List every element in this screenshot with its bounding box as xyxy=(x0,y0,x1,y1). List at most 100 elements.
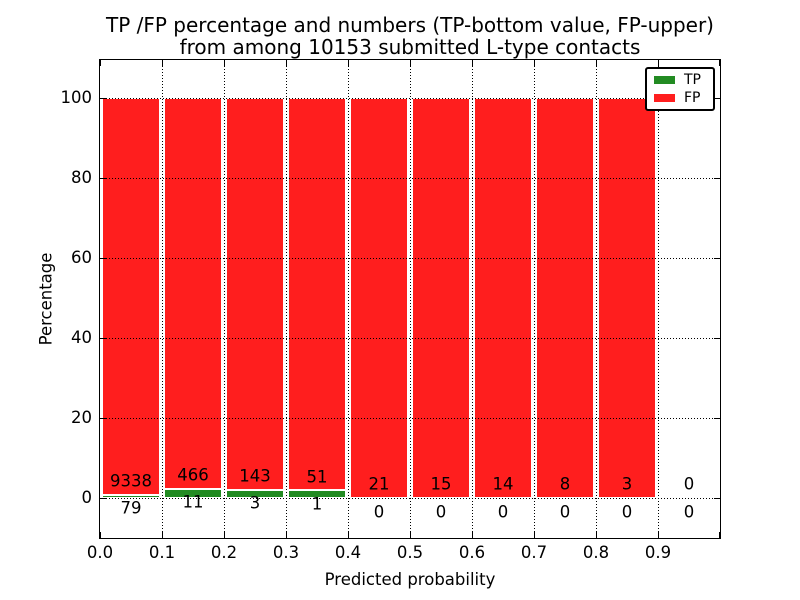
x-tick-mark-top xyxy=(100,60,101,66)
y-tick-mark xyxy=(100,98,106,99)
chart-title: TP /FP percentage and numbers (TP-bottom… xyxy=(100,14,720,58)
y-tick-mark-right xyxy=(714,418,720,419)
x-tick-mark-top xyxy=(658,60,659,66)
y-tick-label: 20 xyxy=(71,408,92,427)
fp-count-label: 21 xyxy=(368,474,390,494)
x-tick-mark xyxy=(719,532,720,538)
tp-count-label: 0 xyxy=(683,502,695,522)
x-tick-mark xyxy=(472,532,473,538)
fp-bar xyxy=(102,98,160,495)
tp-count-label: 79 xyxy=(120,498,142,518)
x-tick-label: 0.4 xyxy=(334,543,362,562)
y-tick-label: 100 xyxy=(60,88,93,107)
fp-bar xyxy=(412,98,470,498)
y-tick-label: 0 xyxy=(81,488,93,507)
vertical-gridline xyxy=(162,60,163,538)
y-tick-mark-right xyxy=(714,258,720,259)
y-tick-mark xyxy=(100,338,106,339)
vertical-gridline xyxy=(534,60,535,538)
chart-title-line2: from among 10153 submitted L-type contac… xyxy=(179,35,641,59)
fp-bar xyxy=(226,98,284,490)
fp-count-label: 51 xyxy=(306,467,328,487)
plot-area: TP FP 9338 79 466 11 143 3 51 1 21 0 15 0 14 0 8 0 3 0 0 0 xyxy=(99,59,721,539)
x-tick-mark xyxy=(162,532,163,538)
tp-count-label: 1 xyxy=(311,494,323,514)
vertical-gridline xyxy=(472,60,473,538)
vertical-gridline xyxy=(658,60,659,538)
tp-legend-swatch xyxy=(654,76,675,84)
y-tick-mark xyxy=(100,498,106,499)
vertical-gridline xyxy=(224,60,225,538)
x-tick-mark-top xyxy=(472,60,473,66)
fp-count-label: 143 xyxy=(239,466,271,486)
x-tick-label: 0.2 xyxy=(210,543,238,562)
legend: TP FP xyxy=(645,67,715,111)
fp-bar xyxy=(350,98,408,498)
fp-bar xyxy=(536,98,594,498)
x-tick-mark-top xyxy=(286,60,287,66)
vertical-gridline xyxy=(286,60,287,538)
y-tick-mark-right xyxy=(714,98,720,99)
y-tick-mark-right xyxy=(714,338,720,339)
x-tick-label: 0.0 xyxy=(86,543,114,562)
tp-bar xyxy=(288,490,346,498)
tp-count-label: 0 xyxy=(497,502,509,522)
fp-bar xyxy=(288,98,346,491)
x-tick-mark xyxy=(348,532,349,538)
chart-title-line1: TP /FP percentage and numbers (TP-bottom… xyxy=(106,13,714,37)
fp-bar xyxy=(474,98,532,498)
x-tick-label: 0.8 xyxy=(582,543,610,562)
legend-entry-fp: FP xyxy=(647,89,713,107)
x-tick-label: 0.3 xyxy=(272,543,300,562)
x-tick-mark-top xyxy=(534,60,535,66)
x-tick-mark-top xyxy=(410,60,411,66)
fp-count-label: 466 xyxy=(177,465,209,485)
tp-legend-label: TP xyxy=(684,72,701,88)
tp-count-label: 0 xyxy=(373,502,385,522)
fp-bar xyxy=(598,98,656,498)
x-tick-mark-top xyxy=(224,60,225,66)
x-tick-mark-top xyxy=(348,60,349,66)
x-tick-mark-top xyxy=(162,60,163,66)
fp-count-label: 15 xyxy=(430,474,452,494)
fp-count-label: 9338 xyxy=(110,471,152,491)
x-tick-mark-top xyxy=(596,60,597,66)
tp-count-label: 3 xyxy=(249,493,261,513)
vertical-gridline xyxy=(348,60,349,538)
y-tick-label: 40 xyxy=(71,328,92,347)
x-tick-label: 0.5 xyxy=(396,543,424,562)
y-tick-label: 80 xyxy=(71,168,92,187)
fp-legend-label: FP xyxy=(684,90,701,106)
x-axis-label: Predicted probability xyxy=(324,570,496,589)
fp-count-label: 8 xyxy=(559,474,571,494)
fp-count-label: 14 xyxy=(492,474,514,494)
x-tick-mark xyxy=(286,532,287,538)
tp-bar xyxy=(102,494,160,498)
x-tick-mark xyxy=(410,532,411,538)
tp-bar xyxy=(226,489,284,498)
x-tick-mark xyxy=(658,532,659,538)
tp-count-label: 0 xyxy=(559,502,571,522)
tp-count-label: 0 xyxy=(621,502,633,522)
tp-count-label: 11 xyxy=(182,492,204,512)
vertical-gridline xyxy=(410,60,411,538)
y-tick-mark xyxy=(100,258,106,259)
y-tick-label: 60 xyxy=(71,248,92,267)
tp-count-label: 0 xyxy=(435,502,447,522)
x-tick-label: 0.1 xyxy=(148,543,176,562)
fp-count-label: 3 xyxy=(621,474,633,494)
y-tick-mark-right xyxy=(714,178,720,179)
x-tick-label: 0.6 xyxy=(458,543,486,562)
x-tick-label: 0.7 xyxy=(520,543,548,562)
y-tick-mark xyxy=(100,178,106,179)
x-tick-mark xyxy=(534,532,535,538)
fp-bar xyxy=(164,98,222,489)
x-tick-label: 0.9 xyxy=(644,543,672,562)
fp-legend-swatch xyxy=(654,94,675,102)
x-tick-mark xyxy=(596,532,597,538)
x-tick-mark xyxy=(224,532,225,538)
y-tick-mark xyxy=(100,418,106,419)
legend-entry-tp: TP xyxy=(647,71,713,89)
vertical-gridline xyxy=(596,60,597,538)
